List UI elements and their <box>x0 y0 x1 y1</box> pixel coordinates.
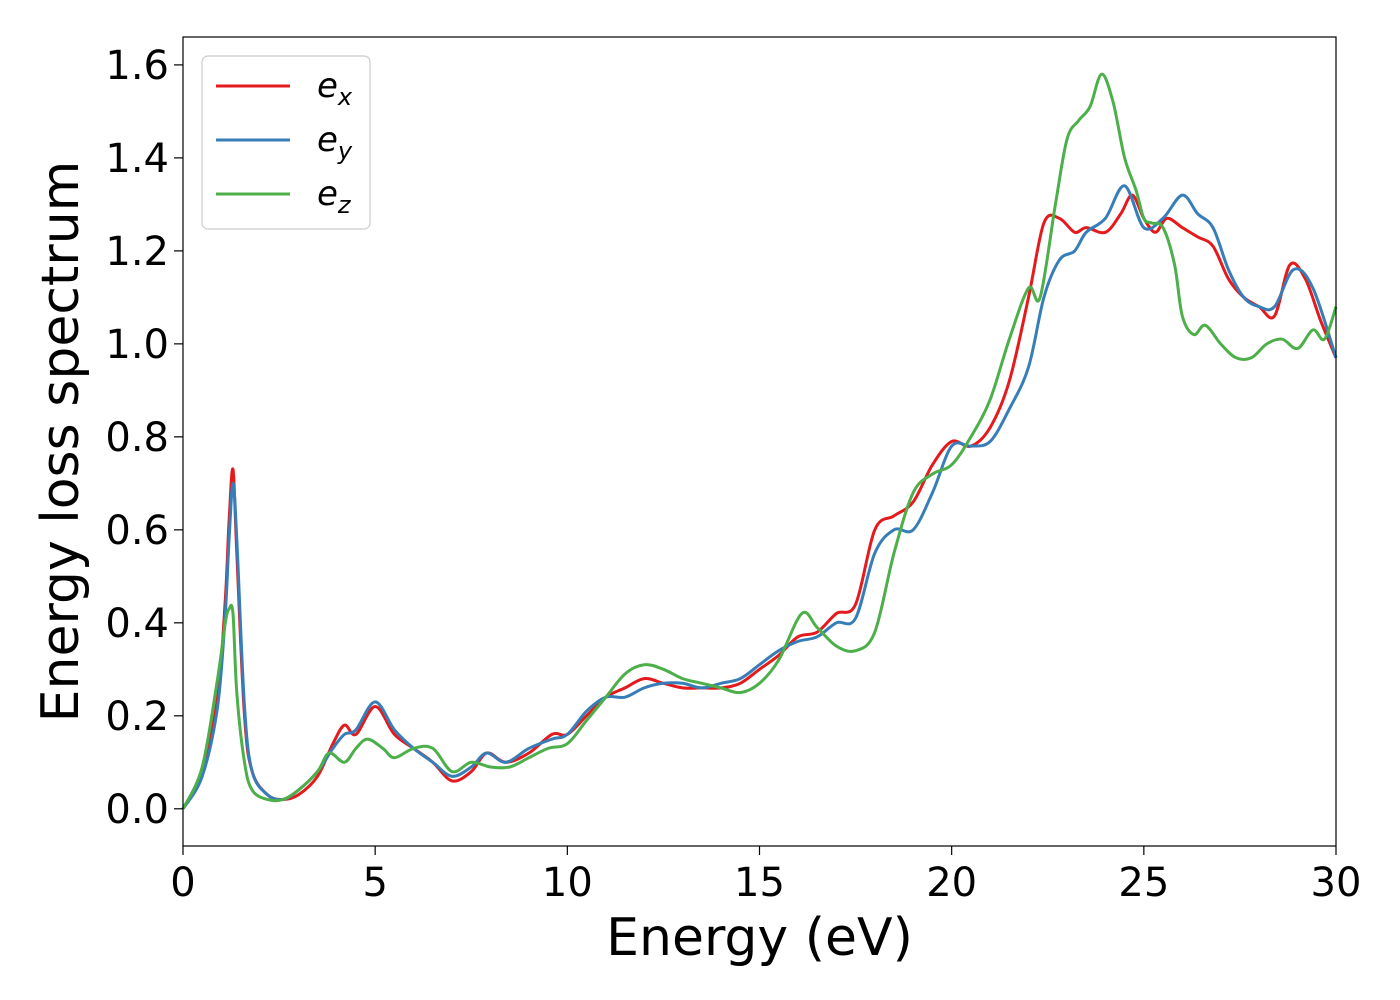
legend-label: ex <box>317 66 353 111</box>
x-tick-label: 5 <box>362 860 387 906</box>
x-axis-ticks: 0 5 10 15 20 25 30 <box>170 846 1361 906</box>
y-axis-label: Energy loss spectrum <box>31 161 91 723</box>
series-line-z <box>181 72 1338 810</box>
y-tick-label: 1.6 <box>105 43 169 89</box>
legend-box <box>201 55 371 230</box>
y-tick-label: 0.2 <box>105 694 169 740</box>
x-tick-label: 0 <box>170 860 195 906</box>
y-tick-label: 0.6 <box>105 508 169 554</box>
legend: ex ey ez <box>201 55 371 230</box>
y-tick-label: 0.0 <box>105 787 169 833</box>
series-line-x <box>181 193 1338 810</box>
x-tick-label: 10 <box>542 860 593 906</box>
legend-label: ey <box>317 120 353 165</box>
x-tick-label: 30 <box>1311 860 1362 906</box>
y-tick-label: 0.4 <box>105 601 169 647</box>
x-tick-label: 20 <box>926 860 977 906</box>
y-tick-label: 1.4 <box>105 136 169 182</box>
y-axis-ticks: 0.0 0.2 0.4 0.6 0.8 1.0 1.2 1.4 1.6 <box>105 43 183 833</box>
x-tick-label: 15 <box>734 860 785 906</box>
series-lines <box>181 72 1338 810</box>
x-axis-label: Energy (eV) <box>606 908 913 968</box>
x-tick-label: 25 <box>1118 860 1169 906</box>
y-tick-label: 0.8 <box>105 415 169 461</box>
y-tick-label: 1.2 <box>105 229 169 275</box>
y-tick-label: 1.0 <box>105 322 169 368</box>
series-line-y <box>181 184 1338 810</box>
legend-label: ez <box>317 174 352 219</box>
